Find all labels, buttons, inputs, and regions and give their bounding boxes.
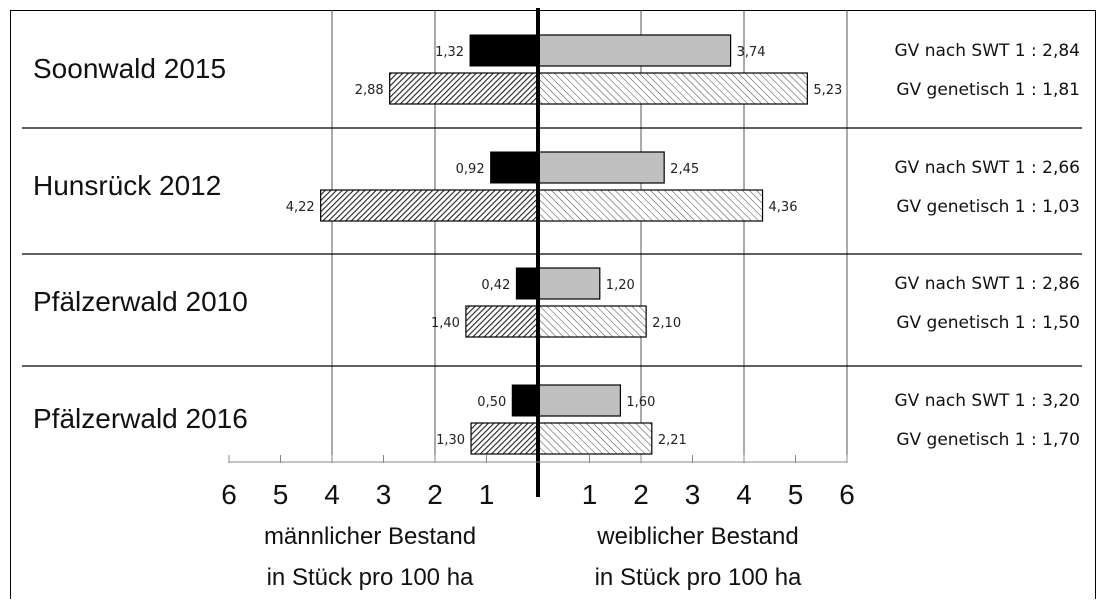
x-tick-label: 3	[376, 479, 392, 510]
data-label-female-genetic: 4,36	[769, 200, 798, 215]
bar-female-genetic	[537, 72, 808, 105]
x-tick-label: 5	[788, 479, 804, 510]
x-axis-title-right: weiblicher Bestand	[596, 523, 798, 550]
data-label-male-genetic: 1,30	[436, 433, 465, 448]
bar-female-genetic	[537, 189, 764, 222]
ratio-genetic-label: GV genetisch 1 : 1,70	[896, 430, 1080, 450]
x-tick-label: 4	[736, 479, 752, 510]
x-tick-label: 3	[685, 479, 701, 510]
label-layer: 1,32 3,74 2,88 5,23 Soonwald 2015 GV nach SWT…	[33, 41, 1080, 450]
region-label: Pfälzerwald 2016	[33, 403, 248, 434]
data-label-female-swt: 1,60	[626, 395, 655, 410]
ratio-genetic-label: GV genetisch 1 : 1,03	[896, 197, 1080, 217]
x-axis-title-left: männlicher Bestand	[264, 523, 476, 550]
data-label-female-swt: 3,74	[737, 45, 766, 60]
x-tick-label: 6	[221, 479, 237, 510]
ratio-swt-label: GV nach SWT 1 : 3,20	[894, 391, 1080, 411]
x-tick-label: 6	[839, 479, 855, 510]
data-label-male-swt: 0,50	[477, 395, 506, 410]
region-label: Hunsrück 2012	[33, 170, 221, 201]
bar-male-genetic	[470, 422, 539, 455]
bar-male-swt	[511, 384, 539, 417]
data-label-male-genetic: 4,22	[286, 200, 315, 215]
x-axis-title-left-unit: in Stück pro 100 ha	[267, 564, 474, 591]
bar-male-swt	[469, 34, 539, 67]
bar-female-genetic	[537, 305, 647, 338]
ratio-swt-label: GV nach SWT 1 : 2,84	[894, 41, 1080, 61]
data-label-female-genetic: 2,21	[658, 433, 687, 448]
x-tick-label: 4	[324, 479, 340, 510]
data-label-male-genetic: 1,40	[431, 316, 460, 331]
region-label: Soonwald 2015	[33, 53, 226, 84]
bar-male-genetic	[465, 305, 539, 338]
ratio-genetic-label: GV genetisch 1 : 1,81	[896, 80, 1080, 100]
ratio-swt-label: GV nach SWT 1 : 2,66	[894, 158, 1080, 178]
data-label-male-swt: 0,92	[456, 162, 485, 177]
x-tick-label: 5	[273, 479, 289, 510]
bar-male-swt	[490, 151, 539, 184]
data-label-female-swt: 2,45	[670, 162, 699, 177]
data-label-female-swt: 1,20	[606, 278, 635, 293]
data-label-male-genetic: 2,88	[355, 83, 384, 98]
separator-layer	[22, 127, 1082, 367]
x-axis-title-right-unit: in Stück pro 100 ha	[595, 564, 802, 591]
data-label-female-genetic: 5,23	[813, 83, 842, 98]
x-tick-label: 1	[582, 479, 598, 510]
bar-female-swt	[537, 267, 601, 300]
x-tick-label: 1	[479, 479, 495, 510]
x-tick-label: 2	[427, 479, 443, 510]
data-label-male-swt: 0,42	[481, 278, 510, 293]
bar-female-swt	[537, 34, 732, 67]
ratio-genetic-label: GV genetisch 1 : 1,50	[896, 313, 1080, 333]
chart-frame	[10, 10, 1096, 599]
data-label-female-genetic: 2,10	[652, 316, 681, 331]
bar-male-genetic	[389, 72, 539, 105]
bar-layer	[320, 34, 808, 455]
bar-female-genetic	[537, 422, 653, 455]
bar-female-swt	[537, 384, 622, 417]
ratio-swt-label: GV nach SWT 1 : 2,86	[894, 274, 1080, 294]
bar-female-swt	[537, 151, 665, 184]
x-tick-label: 2	[633, 479, 649, 510]
bar-male-genetic	[320, 189, 539, 222]
axis-layer: 6 5 4 3 2 1 1 2 3 4 5 6 männlicher Bestand in Stück p…	[221, 8, 855, 591]
region-label: Pfälzerwald 2010	[33, 286, 248, 317]
bar-male-swt	[515, 267, 539, 300]
data-label-male-swt: 1,32	[435, 45, 464, 60]
